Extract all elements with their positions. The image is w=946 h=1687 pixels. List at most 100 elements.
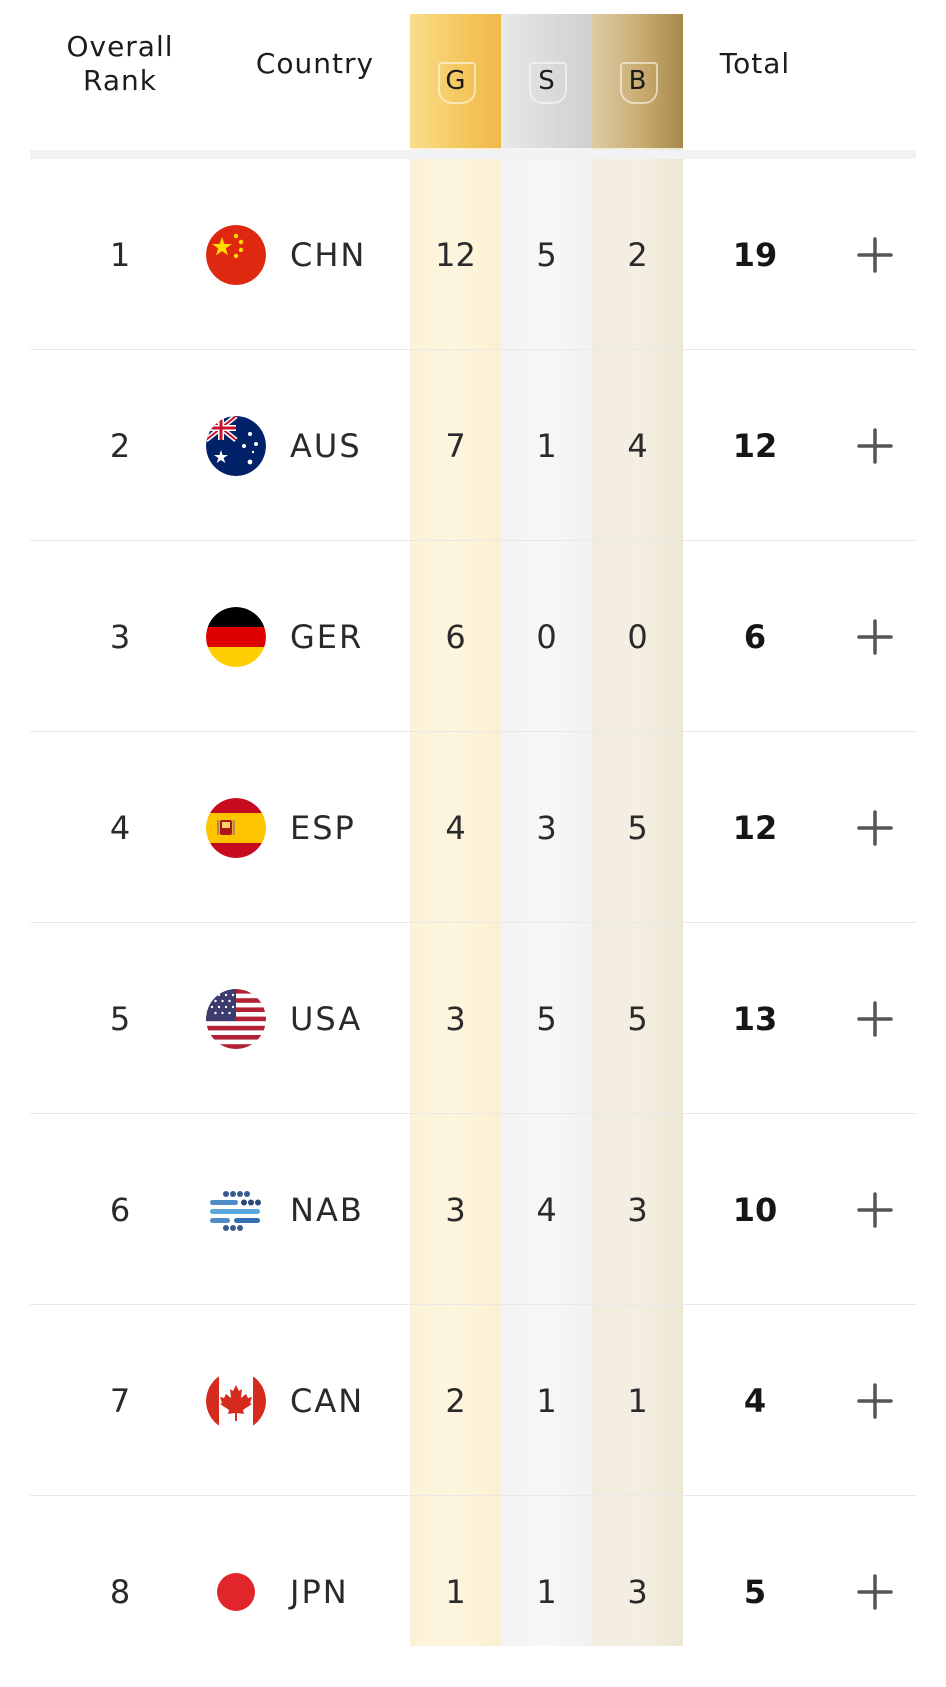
total-count: 19 [732, 235, 778, 274]
country-code[interactable]: AUS [290, 426, 362, 465]
silver-count: 1 [536, 1572, 557, 1611]
expand-button[interactable] [845, 1114, 905, 1305]
total-count: 12 [732, 426, 778, 465]
silver-count: 3 [536, 808, 557, 847]
table-row[interactable]: 1 CHN 12 5 2 19 [30, 159, 916, 350]
rank-cell: 8 [109, 1572, 131, 1611]
gold-column-background [410, 14, 501, 1646]
table-row[interactable]: 8 JPN 1 1 3 5 [30, 1496, 916, 1687]
total-header[interactable]: Total [719, 47, 791, 80]
gold-count: 12 [435, 235, 476, 274]
expand-button[interactable] [845, 159, 905, 350]
bronze-header-label: B [628, 66, 647, 96]
medal-shield-icon [529, 62, 567, 104]
expand-button[interactable] [845, 541, 905, 732]
gold-count: 6 [445, 617, 466, 656]
japan-flag-icon [206, 1496, 266, 1687]
total-count: 13 [732, 999, 778, 1038]
table-row[interactable]: 2 [30, 350, 916, 541]
expand-button[interactable] [845, 1496, 905, 1687]
australia-flag-icon [206, 350, 266, 541]
table-row[interactable]: 7 CAN 2 1 1 4 [30, 1305, 916, 1496]
gold-count: 7 [445, 426, 466, 465]
canada-flag-icon [206, 1305, 266, 1496]
silver-header[interactable]: S [501, 14, 592, 148]
rank-cell: 2 [109, 426, 131, 465]
overall-rank-header[interactable]: Overall Rank [30, 30, 210, 98]
silver-count: 5 [536, 235, 557, 274]
row-divider [30, 1495, 916, 1496]
table-row[interactable]: 5 [30, 923, 916, 1114]
bronze-count: 2 [627, 235, 648, 274]
total-count: 10 [732, 1190, 778, 1229]
country-code[interactable]: CHN [290, 235, 367, 274]
bronze-count: 4 [627, 426, 648, 465]
expand-button[interactable] [845, 350, 905, 541]
row-divider [30, 1113, 916, 1114]
plus-icon [857, 809, 893, 846]
row-divider [30, 1304, 916, 1305]
expand-button[interactable] [845, 732, 905, 923]
country-code[interactable]: CAN [290, 1381, 365, 1420]
plus-icon [857, 1573, 893, 1610]
table-row[interactable]: 4 ESP 4 3 5 12 [30, 732, 916, 923]
rank-cell: 4 [109, 808, 131, 847]
table-row[interactable]: 3 GER 6 0 0 6 [30, 541, 916, 732]
gold-header[interactable]: G [410, 14, 501, 148]
row-divider [30, 922, 916, 923]
total-count: 5 [743, 1572, 767, 1611]
nab-flag-icon [206, 1114, 266, 1305]
gold-count: 4 [445, 808, 466, 847]
overall-rank-header-line2: Rank [83, 64, 157, 97]
plus-icon [857, 1191, 893, 1228]
bronze-count: 3 [627, 1190, 648, 1229]
plus-icon [857, 236, 893, 273]
row-divider [30, 540, 916, 541]
bronze-count: 5 [627, 999, 648, 1038]
gold-count: 3 [445, 999, 466, 1038]
header-divider [30, 150, 916, 159]
gold-header-label: G [445, 66, 466, 96]
silver-header-label: S [538, 66, 555, 96]
medal-shield-icon [438, 62, 476, 104]
bronze-header[interactable]: B [592, 14, 683, 148]
silver-count: 0 [536, 617, 557, 656]
rank-cell: 5 [109, 999, 131, 1038]
expand-button[interactable] [845, 1305, 905, 1496]
bronze-count: 1 [627, 1381, 648, 1420]
expand-button[interactable] [845, 923, 905, 1114]
row-divider [30, 731, 916, 732]
germany-flag-icon [206, 541, 266, 732]
plus-icon [857, 1000, 893, 1037]
total-count: 12 [732, 808, 778, 847]
medal-table: Overall Rank Country G S B Total 1 CHN 1… [30, 0, 916, 1646]
total-count: 4 [743, 1381, 767, 1420]
country-code[interactable]: JPN [290, 1572, 349, 1611]
silver-count: 5 [536, 999, 557, 1038]
china-flag-icon [206, 159, 266, 350]
silver-count: 1 [536, 1381, 557, 1420]
row-divider [30, 349, 916, 350]
rank-cell: 3 [109, 617, 131, 656]
country-code[interactable]: ESP [290, 808, 356, 847]
overall-rank-header-line1: Overall [66, 30, 174, 63]
rank-cell: 6 [109, 1190, 131, 1229]
usa-flag-icon [206, 923, 266, 1114]
rank-cell: 1 [109, 235, 131, 274]
silver-count: 1 [536, 426, 557, 465]
plus-icon [857, 1382, 893, 1419]
table-row[interactable]: 6 NAB 3 4 3 10 [30, 1114, 916, 1305]
silver-column-background [501, 14, 592, 1646]
bronze-count: 3 [627, 1572, 648, 1611]
plus-icon [857, 618, 893, 655]
bronze-count: 0 [627, 617, 648, 656]
country-code[interactable]: USA [290, 999, 363, 1038]
table-header: Overall Rank Country G S B Total [30, 0, 916, 150]
gold-count: 1 [445, 1572, 466, 1611]
bronze-count: 5 [627, 808, 648, 847]
total-count: 6 [743, 617, 767, 656]
country-code[interactable]: NAB [290, 1190, 364, 1229]
country-code[interactable]: GER [290, 617, 364, 656]
country-header[interactable]: Country [255, 47, 375, 80]
silver-count: 4 [536, 1190, 557, 1229]
